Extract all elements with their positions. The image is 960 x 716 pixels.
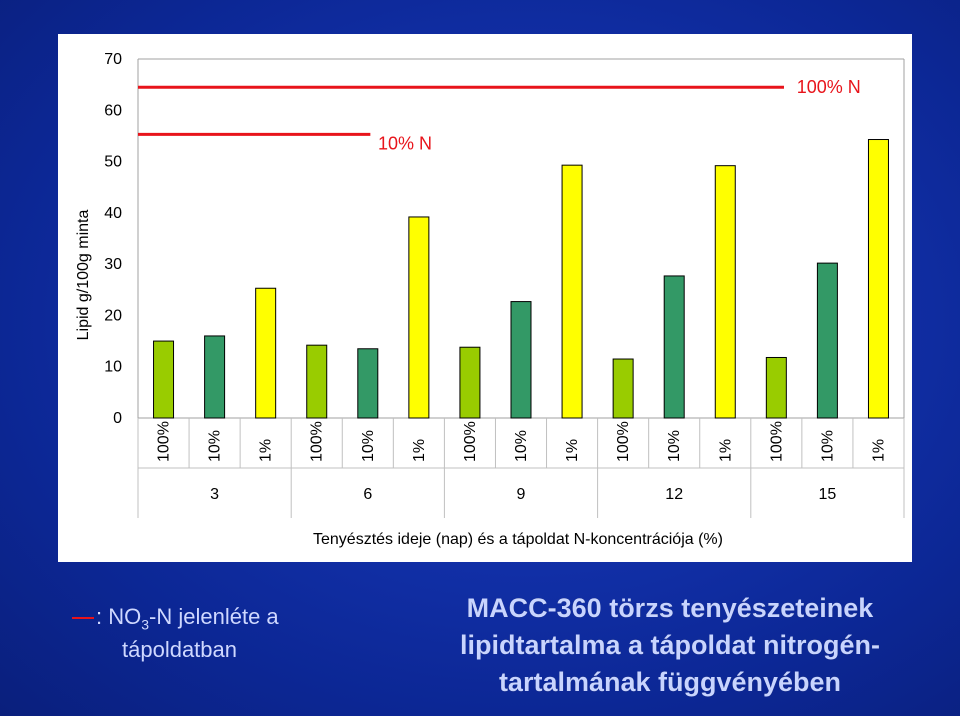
bar	[714, 165, 736, 419]
x-category-label: 1%	[411, 439, 428, 462]
y-tick-label: 70	[104, 51, 122, 68]
y-axis-label: Lipid g/100g minta	[75, 210, 92, 341]
legend: : NO3-N jelenléte a tápoldatban	[72, 604, 362, 663]
y-tick-label: 10	[104, 359, 122, 376]
x-category-label: 100%	[309, 421, 326, 462]
bar	[153, 340, 175, 419]
bar	[510, 301, 532, 419]
legend-line1: : NO3-N jelenléte a	[72, 604, 362, 637]
bar	[357, 348, 379, 419]
slide-caption: MACC-360 törzs tenyészeteinek lipidtarta…	[400, 590, 940, 701]
y-tick-label: 0	[113, 410, 122, 427]
bar	[867, 139, 889, 419]
caption-line-1: MACC-360 törzs tenyészeteinek	[466, 593, 874, 623]
bar-chart: 0 10 20 30 40 50 60 70 100% 10% 1% 100% 10% 1% 100% 10…	[75, 51, 905, 548]
x-category-label: 1%	[258, 439, 275, 462]
caption-line-3: tartalmának függvényében	[498, 667, 842, 697]
x-category-label: 10%	[513, 430, 530, 462]
y-tick-label: 60	[104, 102, 122, 119]
x-axis-label: Tenyésztés ideje (nap) és a tápoldat N-k…	[313, 531, 723, 548]
bar	[765, 356, 787, 419]
bar	[663, 275, 685, 419]
x-category-label: 10%	[360, 430, 377, 462]
x-day-label: 12	[665, 486, 683, 503]
bar	[612, 358, 634, 419]
x-category-label: 10%	[666, 430, 683, 462]
legend-line2: tápoldatban	[122, 637, 237, 663]
caption-line-2: lipidtartalma a tápoldat nitrogén-	[459, 630, 881, 660]
y-tick-label: 40	[104, 205, 122, 222]
x-category-label: 10%	[207, 430, 224, 462]
legend-prefix: : NO	[96, 604, 142, 629]
x-category-label: 100%	[462, 421, 479, 462]
annotation-label-10N: 10% N	[378, 134, 432, 154]
y-tick-label: 30	[104, 256, 122, 273]
x-category-label: 1%	[564, 439, 581, 462]
x-category-label: 10%	[819, 430, 836, 462]
x-day-label: 3	[210, 486, 219, 503]
legend-red-line-sample	[72, 617, 94, 620]
y-tick-label: 50	[104, 154, 122, 171]
y-tick-label: 20	[104, 307, 122, 324]
x-category-label: 100%	[156, 421, 173, 462]
bar	[561, 164, 583, 419]
legend-suffix: -N jelenléte a	[149, 604, 279, 629]
bar	[255, 287, 277, 419]
bar	[459, 346, 481, 419]
x-day-label: 9	[517, 486, 526, 503]
legend-subscript: 3	[141, 616, 150, 633]
x-day-label: 6	[363, 486, 372, 503]
bar	[306, 344, 328, 419]
x-day-label: 15	[819, 486, 837, 503]
bar	[204, 335, 226, 419]
x-category-label: 100%	[768, 421, 785, 462]
annotation-label-100N: 100% N	[797, 77, 861, 97]
bar	[408, 216, 430, 419]
x-category-label: 1%	[870, 439, 887, 462]
bar	[816, 262, 838, 419]
x-category-label: 100%	[615, 421, 632, 462]
chart-panel: 0 10 20 30 40 50 60 70 100% 10% 1% 100% 10% 1% 100% 10…	[58, 34, 912, 562]
x-category-label: 1%	[717, 439, 734, 462]
